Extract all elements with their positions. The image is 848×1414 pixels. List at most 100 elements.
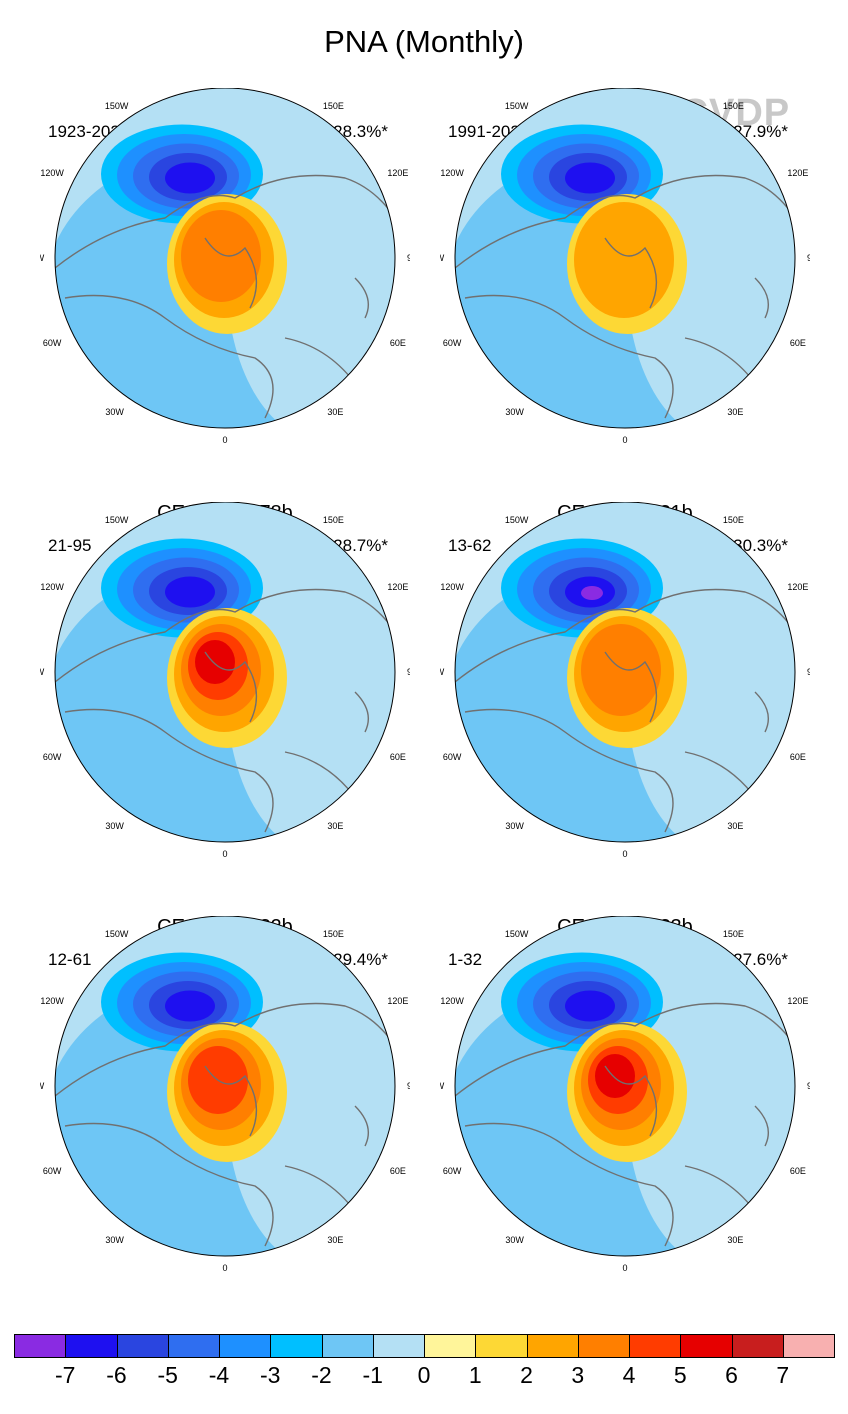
colorbar-cell [782, 1334, 835, 1358]
colorbar-cell [680, 1334, 733, 1358]
lonlat-label: 60E [390, 338, 406, 348]
polar-map: 180150W150E120W120E90W90E60W60E30W30E0 [40, 502, 410, 859]
lonlat-label: 60E [790, 1166, 806, 1176]
lonlat-label: 150E [323, 101, 344, 111]
polar-map: 180150W150E120W120E90W90E60W60E30W30E0 [440, 88, 810, 445]
map-panel: ERA51923-202228.3%*180150W150E120W120E90… [40, 88, 410, 488]
colorbar-label: -5 [157, 1362, 178, 1388]
colorbar-label: 1 [468, 1362, 482, 1388]
colorbar [14, 1334, 835, 1360]
lonlat-label: 30W [105, 1235, 124, 1245]
panel-variance-percent: 29.4%* [333, 950, 388, 969]
map-panel: CESM2.3 #78b21-9528.7%*180150W150E120W12… [40, 502, 410, 902]
lonlat-label: 150E [723, 929, 744, 939]
lonlat-label: 60E [390, 1166, 406, 1176]
coastline [455, 174, 795, 419]
lonlat-label: 60E [390, 752, 406, 762]
colorbar-cell [629, 1334, 682, 1358]
lonlat-label: 0 [222, 435, 227, 445]
lonlat-label: 60W [443, 338, 462, 348]
colorbar-label: 4 [622, 1362, 636, 1388]
lonlat-label: 90E [407, 1081, 410, 1091]
lonlat-label: 60W [43, 338, 62, 348]
lonlat-label: 90E [807, 667, 810, 677]
panel-variance-percent: 27.9%* [733, 122, 788, 141]
map-boundary [54, 916, 396, 1257]
colorbar-label: -7 [55, 1362, 76, 1388]
map-boundary [454, 502, 796, 843]
polar-map: 180150W150E120W120E90W90E60W60E30W30E0 [40, 916, 410, 1273]
lonlat-label: 90W [40, 1081, 45, 1091]
lonlat-label: 120E [387, 582, 408, 592]
lonlat-label: 60E [790, 752, 806, 762]
high-contour [574, 202, 674, 318]
lonlat-label: 150E [323, 515, 344, 525]
map-panel: ERA5_11991-202227.9%*180150W150E120W120E… [440, 88, 810, 488]
lonlat-label: 90W [40, 667, 45, 677]
colorbar-cell [65, 1334, 118, 1358]
polar-map: 180150W150E120W120E90W90E60W60E30W30E0 [440, 502, 810, 859]
colorbar-cell [167, 1334, 220, 1358]
lonlat-label: 90W [440, 667, 445, 677]
coastline [55, 174, 395, 419]
lonlat-label: 90E [807, 1081, 810, 1091]
panel-variance-percent: 28.7%* [333, 536, 388, 555]
coastline [55, 588, 395, 833]
coastline [455, 1002, 795, 1247]
lonlat-label: 30W [105, 407, 124, 417]
lonlat-label: 120E [387, 168, 408, 178]
lonlat-label: 120W [40, 996, 64, 1006]
panel-period: 13-62 [448, 536, 492, 555]
lonlat-label: 90W [440, 1081, 445, 1091]
high-contour [595, 1054, 635, 1098]
lonlat-label: 120E [787, 582, 808, 592]
lonlat-label: 120W [40, 582, 64, 592]
lonlat-label: 90E [407, 667, 410, 677]
lonlat-label: 150W [505, 101, 529, 111]
lonlat-label: 60W [443, 1166, 462, 1176]
lonlat-label: 30E [327, 1235, 343, 1245]
panel-variance-percent: 28.3%* [333, 122, 388, 141]
lonlat-label: 30E [327, 407, 343, 417]
lonlat-label: 120W [440, 168, 464, 178]
polar-map: 180150W150E120W120E90W90E60W60E30W30E0 [440, 916, 810, 1273]
lonlat-label: 150W [105, 929, 129, 939]
colorbar-label: 0 [417, 1362, 431, 1388]
map-panel: CESM2.3 #83b1-3227.6%*180150W150E120W120… [440, 916, 810, 1316]
colorbar-cell [424, 1334, 477, 1358]
colorbar-label: 6 [725, 1362, 738, 1388]
low-contour [165, 576, 215, 608]
figure-title: PNA (Monthly) [324, 24, 524, 59]
high-contour [581, 624, 661, 716]
polar-map: 180150W150E120W120E90W90E60W60E30W30E0 [40, 88, 410, 445]
colorbar-cell [577, 1334, 630, 1358]
panel-variance-percent: 27.6%* [733, 950, 788, 969]
low-contour [581, 586, 603, 600]
lonlat-label: 60W [43, 752, 62, 762]
lonlat-label: 30E [727, 821, 743, 831]
lonlat-label: 150W [105, 101, 129, 111]
map-panel: CESM2.3 #81b13-6230.3%*180150W150E120W12… [440, 502, 810, 902]
lonlat-label: 0 [222, 1263, 227, 1273]
lonlat-label: 0 [622, 435, 627, 445]
low-contour [565, 162, 615, 194]
lonlat-label: 120W [440, 996, 464, 1006]
lonlat-label: 0 [222, 849, 227, 859]
lonlat-label: 150E [723, 101, 744, 111]
lonlat-label: 120E [787, 996, 808, 1006]
colorbar-cell [14, 1334, 67, 1358]
colorbar-cell [116, 1334, 169, 1358]
map-boundary [454, 88, 796, 429]
colorbar-label: -1 [362, 1362, 383, 1388]
lonlat-label: 30E [727, 1235, 743, 1245]
panel-period: 21-95 [48, 536, 92, 555]
colorbar-cell [372, 1334, 425, 1358]
lonlat-label: 60E [790, 338, 806, 348]
panel-variance-percent: 30.3%* [733, 536, 788, 555]
colorbar-label: 5 [673, 1362, 687, 1388]
colorbar-label: 3 [571, 1362, 585, 1388]
coastline [455, 588, 795, 833]
lonlat-label: 30W [505, 407, 524, 417]
colorbar-cell [475, 1334, 528, 1358]
panel-period: 1-32 [448, 950, 483, 969]
